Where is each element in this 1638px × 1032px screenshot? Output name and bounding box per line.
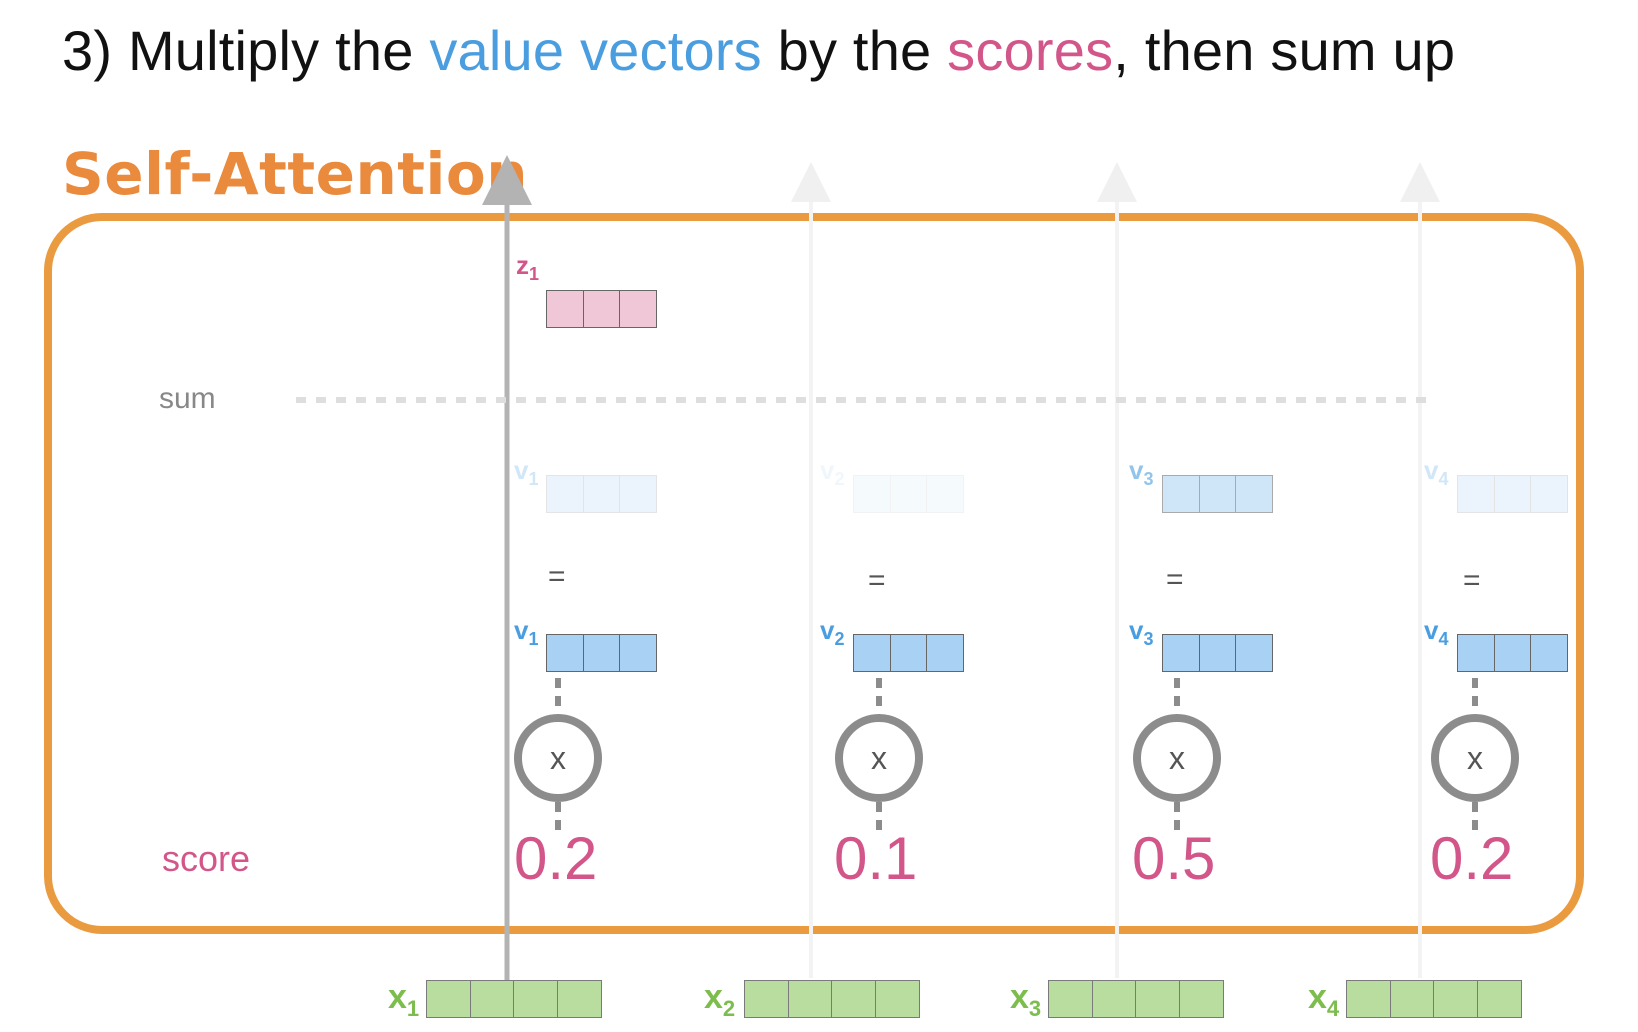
score-value-4: 0.2: [1430, 825, 1514, 892]
weighted-vector-2: [853, 475, 964, 513]
value-vector-2: [853, 634, 964, 672]
multiply-icon-2: x: [835, 714, 923, 802]
multiply-icon-4: x: [1431, 714, 1519, 802]
output-label: z1: [516, 250, 540, 285]
value-label-4: v4: [1424, 615, 1449, 650]
title-middle: by the: [761, 19, 948, 82]
equals-3: =: [1166, 563, 1184, 596]
title-prefix: 3) Multiply the: [62, 19, 430, 82]
score-value-3: 0.5: [1132, 825, 1216, 892]
page-title: 3) Multiply the value vectors by the sco…: [62, 18, 1455, 83]
value-label-1: v1: [514, 615, 539, 650]
equals-2: =: [868, 564, 886, 597]
title-scores: scores: [947, 19, 1114, 82]
weighted-vector-1: [546, 475, 657, 513]
score-label: score: [162, 838, 251, 879]
weighted-label-2: v2: [820, 455, 845, 490]
input-label-2: x2: [704, 978, 736, 1021]
weighted-label-1: v1: [514, 455, 539, 490]
multiply-icon-1: x: [514, 714, 602, 802]
input-vector-3: [1048, 980, 1224, 1018]
equals-1: =: [548, 560, 566, 593]
output-vector: [546, 290, 657, 328]
title-value-vectors: value vectors: [429, 19, 762, 82]
input-vector-4: [1346, 980, 1522, 1018]
weighted-label-4: v4: [1424, 455, 1449, 490]
value-vector-3: [1162, 634, 1273, 672]
value-vector-1: [546, 634, 657, 672]
input-label-4: x4: [1308, 978, 1340, 1021]
weighted-vector-3: [1162, 475, 1273, 513]
value-label-2: v2: [820, 615, 845, 650]
equals-4: =: [1463, 564, 1481, 597]
value-vector-4: [1457, 634, 1568, 672]
score-value-1: 0.2: [514, 825, 598, 892]
title-suffix: , then sum up: [1113, 19, 1456, 82]
input-label-1: x1: [388, 978, 420, 1021]
self-attention-frame: [44, 213, 1584, 934]
input-vector-1: [426, 980, 602, 1018]
score-value-2: 0.1: [834, 825, 918, 892]
sum-label: sum: [159, 382, 216, 415]
multiply-connectors: [555, 678, 1478, 838]
multiply-icon-3: x: [1133, 714, 1221, 802]
value-label-3: v3: [1129, 615, 1154, 650]
input-vector-2: [744, 980, 920, 1018]
self-attention-label: Self-Attention: [62, 140, 528, 208]
input-label-3: x3: [1010, 978, 1042, 1021]
weighted-label-3: v3: [1129, 455, 1154, 490]
weighted-vector-4: [1457, 475, 1568, 513]
